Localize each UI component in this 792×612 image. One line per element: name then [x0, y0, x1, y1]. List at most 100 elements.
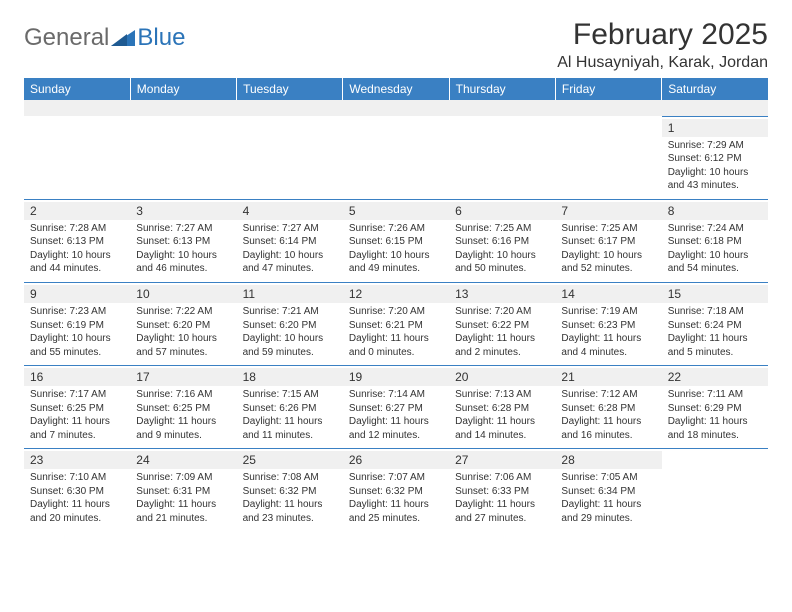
- day-number: 14: [555, 285, 661, 303]
- daylight-text: Daylight: 11 hours: [349, 415, 443, 429]
- daylight-text: Daylight: 11 hours: [30, 415, 124, 429]
- daylight-text: and 0 minutes.: [349, 346, 443, 360]
- day-number: 4: [237, 202, 343, 220]
- day-cell: 3Sunrise: 7:27 AMSunset: 6:13 PMDaylight…: [130, 199, 236, 282]
- sunrise-text: Sunrise: 7:27 AM: [243, 222, 337, 236]
- day-number: 25: [237, 451, 343, 469]
- daylight-text: Daylight: 11 hours: [349, 498, 443, 512]
- daylight-text: Daylight: 11 hours: [455, 415, 549, 429]
- sunrise-text: Sunrise: 7:19 AM: [561, 305, 655, 319]
- sunrise-text: Sunrise: 7:11 AM: [668, 388, 762, 402]
- logo: General Blue: [24, 18, 185, 52]
- daylight-text: and 7 minutes.: [30, 429, 124, 443]
- sunset-text: Sunset: 6:14 PM: [243, 235, 337, 249]
- daylight-text: and 46 minutes.: [136, 262, 230, 276]
- daylight-text: Daylight: 10 hours: [30, 332, 124, 346]
- daylight-text: Daylight: 10 hours: [561, 249, 655, 263]
- day-number: 8: [662, 202, 768, 220]
- sunrise-text: Sunrise: 7:26 AM: [349, 222, 443, 236]
- day-cell: 10Sunrise: 7:22 AMSunset: 6:20 PMDayligh…: [130, 282, 236, 365]
- day-cell: [24, 116, 130, 199]
- sunrise-text: Sunrise: 7:15 AM: [243, 388, 337, 402]
- daylight-text: and 47 minutes.: [243, 262, 337, 276]
- header: General Blue February 2025 Al Husayniyah…: [24, 18, 768, 72]
- daylight-text: Daylight: 11 hours: [30, 498, 124, 512]
- day-cell: 12Sunrise: 7:20 AMSunset: 6:21 PMDayligh…: [343, 282, 449, 365]
- title-block: February 2025 Al Husayniyah, Karak, Jord…: [557, 18, 768, 72]
- sunset-text: Sunset: 6:22 PM: [455, 319, 549, 333]
- daylight-text: Daylight: 11 hours: [561, 332, 655, 346]
- daylight-text: and 55 minutes.: [30, 346, 124, 360]
- day-cell: 8Sunrise: 7:24 AMSunset: 6:18 PMDaylight…: [662, 199, 768, 282]
- day-cell: 6Sunrise: 7:25 AMSunset: 6:16 PMDaylight…: [449, 199, 555, 282]
- daylight-text: and 49 minutes.: [349, 262, 443, 276]
- sunset-text: Sunset: 6:26 PM: [243, 402, 337, 416]
- daylight-text: Daylight: 10 hours: [243, 332, 337, 346]
- daylight-text: and 9 minutes.: [136, 429, 230, 443]
- day-cell: 9Sunrise: 7:23 AMSunset: 6:19 PMDaylight…: [24, 282, 130, 365]
- day-cell: [237, 116, 343, 199]
- weeks-body: 1Sunrise: 7:29 AMSunset: 6:12 PMDaylight…: [24, 116, 768, 531]
- daylight-text: and 52 minutes.: [561, 262, 655, 276]
- day-cell: 18Sunrise: 7:15 AMSunset: 6:26 PMDayligh…: [237, 366, 343, 449]
- dayhead-row: Sunday Monday Tuesday Wednesday Thursday…: [24, 78, 768, 100]
- daylight-text: Daylight: 11 hours: [136, 415, 230, 429]
- sunset-text: Sunset: 6:15 PM: [349, 235, 443, 249]
- daylight-text: Daylight: 10 hours: [243, 249, 337, 263]
- daylight-text: Daylight: 10 hours: [668, 166, 762, 180]
- day-number: 7: [555, 202, 661, 220]
- sunrise-text: Sunrise: 7:25 AM: [455, 222, 549, 236]
- sunset-text: Sunset: 6:34 PM: [561, 485, 655, 499]
- day-number: 24: [130, 451, 236, 469]
- day-cell: 14Sunrise: 7:19 AMSunset: 6:23 PMDayligh…: [555, 282, 661, 365]
- day-cell: 15Sunrise: 7:18 AMSunset: 6:24 PMDayligh…: [662, 282, 768, 365]
- page-title: February 2025: [557, 18, 768, 52]
- day-number: 12: [343, 285, 449, 303]
- day-cell: 7Sunrise: 7:25 AMSunset: 6:17 PMDaylight…: [555, 199, 661, 282]
- dayhead-tuesday: Tuesday: [237, 78, 343, 100]
- sunset-text: Sunset: 6:17 PM: [561, 235, 655, 249]
- day-cell: 23Sunrise: 7:10 AMSunset: 6:30 PMDayligh…: [24, 449, 130, 532]
- daylight-text: Daylight: 11 hours: [243, 498, 337, 512]
- day-cell: [130, 116, 236, 199]
- daylight-text: Daylight: 11 hours: [136, 498, 230, 512]
- sunset-text: Sunset: 6:24 PM: [668, 319, 762, 333]
- day-cell: 21Sunrise: 7:12 AMSunset: 6:28 PMDayligh…: [555, 366, 661, 449]
- day-cell: 16Sunrise: 7:17 AMSunset: 6:25 PMDayligh…: [24, 366, 130, 449]
- day-cell: 19Sunrise: 7:14 AMSunset: 6:27 PMDayligh…: [343, 366, 449, 449]
- daylight-text: and 16 minutes.: [561, 429, 655, 443]
- daylight-text: and 18 minutes.: [668, 429, 762, 443]
- day-cell: 1Sunrise: 7:29 AMSunset: 6:12 PMDaylight…: [662, 116, 768, 199]
- daylight-text: Daylight: 10 hours: [455, 249, 549, 263]
- daylight-text: and 14 minutes.: [455, 429, 549, 443]
- day-number: 20: [449, 368, 555, 386]
- daylight-text: and 23 minutes.: [243, 512, 337, 526]
- day-cell: 26Sunrise: 7:07 AMSunset: 6:32 PMDayligh…: [343, 449, 449, 532]
- sunset-text: Sunset: 6:27 PM: [349, 402, 443, 416]
- day-number: 5: [343, 202, 449, 220]
- day-cell: 4 Sunrise: 7:27 AMSunset: 6:14 PMDaylight…: [237, 199, 343, 282]
- sunrise-text: Sunrise: 7:20 AM: [349, 305, 443, 319]
- daylight-text: and 27 minutes.: [455, 512, 549, 526]
- sunrise-text: Sunrise: 7:16 AM: [136, 388, 230, 402]
- sunset-text: Sunset: 6:32 PM: [349, 485, 443, 499]
- day-number: 27: [449, 451, 555, 469]
- week-row: 2Sunrise: 7:28 AMSunset: 6:13 PMDaylight…: [24, 199, 768, 282]
- daylight-text: and 20 minutes.: [30, 512, 124, 526]
- logo-text-blue: Blue: [137, 24, 185, 52]
- day-number: 11: [237, 285, 343, 303]
- sunset-text: Sunset: 6:28 PM: [561, 402, 655, 416]
- sunrise-text: Sunrise: 7:18 AM: [668, 305, 762, 319]
- daylight-text: and 4 minutes.: [561, 346, 655, 360]
- day-cell: [449, 116, 555, 199]
- sunrise-text: Sunrise: 7:27 AM: [136, 222, 230, 236]
- sunset-text: Sunset: 6:30 PM: [30, 485, 124, 499]
- sunrise-text: Sunrise: 7:29 AM: [668, 139, 762, 153]
- day-number: 10: [130, 285, 236, 303]
- daylight-text: Daylight: 11 hours: [455, 498, 549, 512]
- week-row: 23Sunrise: 7:10 AMSunset: 6:30 PMDayligh…: [24, 449, 768, 532]
- sunset-text: Sunset: 6:13 PM: [30, 235, 124, 249]
- sunset-text: Sunset: 6:19 PM: [30, 319, 124, 333]
- daylight-text: Daylight: 11 hours: [668, 415, 762, 429]
- day-number: 17: [130, 368, 236, 386]
